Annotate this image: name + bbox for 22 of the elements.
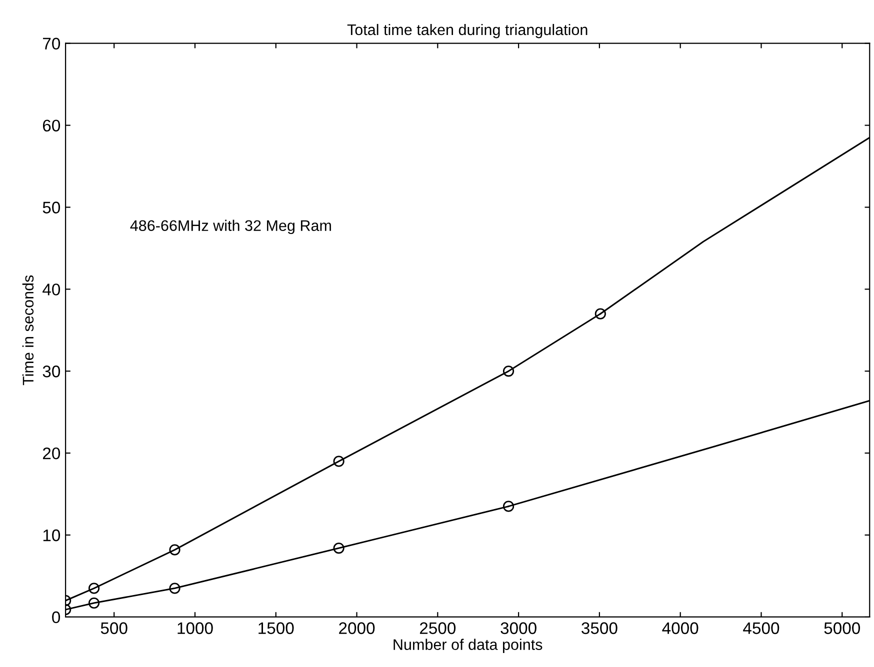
x-tick-label: 500 (100, 622, 128, 634)
y-tick-label: 0 (52, 611, 60, 624)
x-tick-label: 3000 (500, 622, 536, 634)
x-tick-label: 4500 (743, 622, 780, 634)
y-tick-label: 60 (43, 120, 60, 132)
x-tick-label: 1500 (258, 622, 294, 634)
x-tick-label: 2500 (420, 622, 456, 634)
text: 486-66MHz with 32 Meg Ram (130, 220, 331, 234)
y-tick-label: 40 (42, 284, 60, 296)
y-axis-title: Time in seconds (22, 275, 34, 386)
y-tick-label: 30 (42, 366, 60, 378)
x-axis-title: Number of data points (394, 638, 542, 654)
y-tick-label: 20 (42, 447, 60, 460)
y-tick-label: 70 (43, 38, 60, 50)
x-tick-label: 5000 (824, 622, 860, 634)
chart-title: Total time taken during triangulation (347, 24, 588, 38)
x-tick-label: 2000 (339, 622, 375, 634)
x-tick-label: 1000 (178, 622, 213, 634)
y-tick-label: 10 (43, 529, 60, 542)
x-tick-label: 3500 (582, 622, 618, 634)
x-tick-label: 4000 (662, 622, 698, 634)
y-tick-label: 50 (42, 202, 60, 214)
